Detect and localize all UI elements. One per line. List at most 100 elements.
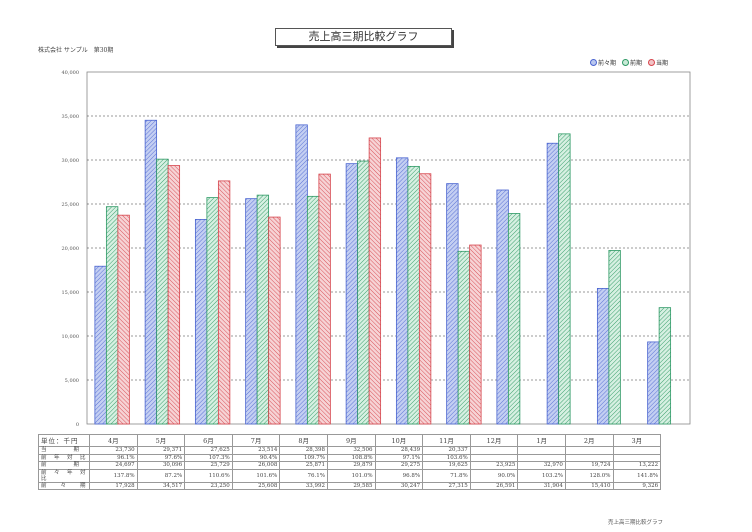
bar-prev2 xyxy=(446,183,459,425)
table-cell: 128.0% xyxy=(564,468,614,483)
bar-current xyxy=(167,165,181,425)
table-cell: 26,591 xyxy=(469,481,519,491)
table-cell: 13,222 xyxy=(612,461,662,470)
y-tick-label: 15,000 xyxy=(62,290,80,296)
bar-current xyxy=(318,173,331,425)
table-header-cell: 4月 xyxy=(89,434,138,447)
bar-current xyxy=(268,216,281,425)
table-cell: 9,326 xyxy=(612,481,662,491)
table-cell xyxy=(517,446,566,455)
table-cell: 32,506 xyxy=(326,446,376,455)
table-cell: 30,247 xyxy=(374,481,424,491)
bar-prev2 xyxy=(144,119,158,425)
y-tick-label: 25,000 xyxy=(62,202,80,208)
table-cell: 101.6% xyxy=(231,468,281,483)
table-cell: 90.4% xyxy=(231,453,281,463)
bar-prev xyxy=(105,206,119,425)
bar-prev2 xyxy=(596,287,610,425)
table-cell: 29,879 xyxy=(326,461,376,470)
bar-prev xyxy=(407,165,420,425)
legend-swatch-prev xyxy=(622,59,630,66)
table-header-cell: 3月 xyxy=(612,434,662,447)
grid-layer xyxy=(86,71,691,425)
table-cell xyxy=(517,453,566,463)
table-cell: 87.2% xyxy=(136,468,186,483)
bar-prev xyxy=(256,194,270,425)
bar-current xyxy=(117,214,130,425)
bar-prev xyxy=(558,133,571,425)
table-cell xyxy=(612,453,662,463)
legend-label-current: 当期 xyxy=(656,60,669,67)
table-cell: 33,992 xyxy=(279,481,328,491)
data-table: 単位：千円 4月 5月 6月 7月 8月 9月 10月 11月 12月 1月 2… xyxy=(38,434,662,491)
table-header-cell: 6月 xyxy=(184,434,233,447)
table-cell: 32,970 xyxy=(517,461,566,470)
table-header-cell: 2月 xyxy=(564,434,614,447)
table-cell: 30,096 xyxy=(136,461,186,470)
table-cell xyxy=(564,453,614,463)
legend-item-prev2: 前々期 xyxy=(590,58,616,67)
legend-item-current: 当期 xyxy=(648,58,668,67)
table-cell: 90.0% xyxy=(469,468,519,483)
bar-prev2 xyxy=(94,265,107,425)
bar-prev2 xyxy=(647,341,660,425)
table-header-cell: 12月 xyxy=(469,434,519,447)
table-header-cell: 11月 xyxy=(422,434,471,447)
bars-layer xyxy=(94,119,672,425)
bar-prev2 xyxy=(345,163,359,425)
bar-current xyxy=(368,137,382,425)
table-cell: 96.1% xyxy=(89,453,138,463)
table-cell: 137.8% xyxy=(89,468,138,483)
row-label: 前 々 年 対 比 xyxy=(38,468,92,483)
bar-prev xyxy=(658,307,672,425)
bar-prev2 xyxy=(194,218,208,425)
table-cell: 29,585 xyxy=(326,481,376,491)
bar-prev xyxy=(206,197,219,425)
table-cell: 97.1% xyxy=(374,453,424,463)
legend-label-prev: 前期 xyxy=(630,60,643,67)
table-row: 前 期 24,697 30,096 25,729 26,008 25,871 29,879 2… xyxy=(38,461,662,470)
table-cell: 20,337 xyxy=(422,446,471,455)
table-header-cell: 8月 xyxy=(279,434,328,447)
table-cell: 28,439 xyxy=(374,446,424,455)
bar-prev2 xyxy=(245,198,258,425)
table-cell: 23,730 xyxy=(89,446,138,455)
table-cell: 27,315 xyxy=(422,481,471,491)
row-label: 前 々 期 xyxy=(38,481,90,491)
table-cell: 29,371 xyxy=(136,446,186,455)
legend-item-prev: 前期 xyxy=(622,58,642,67)
table-header-cell: 9月 xyxy=(326,434,376,447)
y-tick-label: 40,000 xyxy=(62,70,80,76)
bar-prev xyxy=(357,160,370,425)
y-tick-label: 20,000 xyxy=(62,246,80,252)
table-header-cell: 1月 xyxy=(517,434,566,447)
bar-prev xyxy=(306,195,320,425)
table-cell: 23,514 xyxy=(231,446,281,455)
unit-label: 単位：千円 xyxy=(38,434,90,447)
table-cell: 103.6% xyxy=(422,453,471,463)
table-cell: 96.8% xyxy=(374,468,424,483)
y-tick-label: 30,000 xyxy=(62,158,80,164)
table-cell: 97.6% xyxy=(136,453,186,463)
bar-prev xyxy=(457,250,471,425)
table-row: 前 々 期 17,928 34,517 23,250 25,608 33,992 29,58… xyxy=(38,481,662,491)
table-cell: 31,904 xyxy=(517,481,566,491)
chart-title: 売上高三期比較グラフ xyxy=(275,28,452,46)
table-cell: 19,724 xyxy=(564,461,614,470)
table-cell: 103.2% xyxy=(517,468,566,483)
table-cell: 23,250 xyxy=(184,481,233,491)
table-cell: 23,925 xyxy=(469,461,519,470)
bar-prev xyxy=(156,158,169,425)
footer-note: 売上高三期比較グラフ xyxy=(608,520,664,526)
table-cell: 24,697 xyxy=(89,461,138,470)
legend: 前々期 前期 当期 xyxy=(590,58,668,67)
table-row: 当 期 23,730 29,371 27,625 23,514 28,398 32,506 2… xyxy=(38,446,662,455)
table-cell: 108.8% xyxy=(326,453,376,463)
table-cell: 141.8% xyxy=(612,468,662,483)
table-cell: 27,625 xyxy=(184,446,233,455)
bar-current xyxy=(217,180,231,425)
table-header-cell: 5月 xyxy=(136,434,186,447)
legend-label-prev2: 前々期 xyxy=(598,60,617,67)
y-tick-label: 5,000 xyxy=(65,378,79,384)
